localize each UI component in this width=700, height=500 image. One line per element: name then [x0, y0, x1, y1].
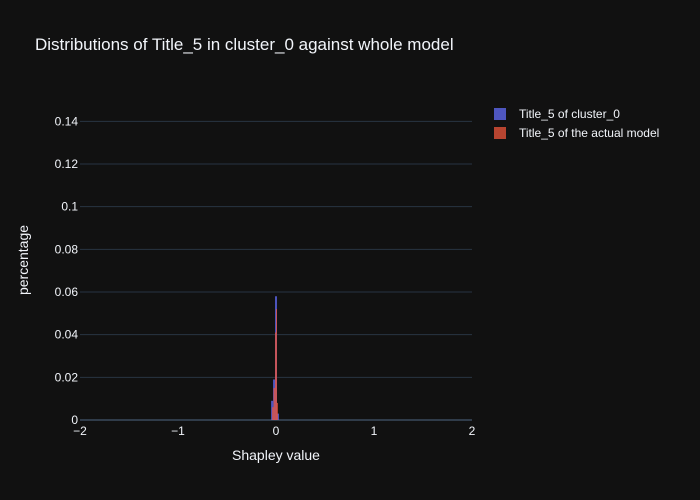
legend-label: Title_5 of cluster_0 [519, 107, 620, 121]
y-tick-label: 0.12 [55, 157, 79, 171]
y-tick-label: 0.14 [55, 114, 79, 128]
bar-model [276, 402, 278, 420]
y-tick-label: 0.08 [55, 242, 79, 256]
y-tick-label: 0.04 [55, 328, 79, 342]
y-tick-label: 0.1 [61, 200, 78, 214]
chart-title: Distributions of Title_5 in cluster_0 ag… [35, 35, 454, 54]
x-tick-label: −2 [73, 424, 87, 438]
bar-model [275, 332, 277, 420]
y-axis-title: percentage [15, 225, 31, 295]
legend-label: Title_5 of the actual model [519, 126, 659, 140]
axes: 0 0.02 0.04 0.06 0.08 0.1 0.12 0.14 −2 −1 0 1 2 [55, 114, 476, 438]
y-tick-label: 0.02 [55, 370, 79, 384]
bars [271, 296, 279, 420]
grid [80, 120, 472, 421]
bar-cluster [276, 413, 279, 420]
x-tick-label: −1 [171, 424, 185, 438]
x-tick-label: 2 [469, 424, 476, 438]
x-tick-label: 1 [371, 424, 378, 438]
bar-model [272, 407, 274, 420]
y-tick-label: 0 [71, 413, 78, 427]
x-axis-title: Shapley value [232, 447, 320, 463]
legend[interactable]: Title_5 of cluster_0 Title_5 of the actua… [494, 107, 659, 140]
legend-swatch [494, 108, 506, 120]
legend-item[interactable]: Title_5 of cluster_0 [494, 107, 620, 121]
x-tick-label: 0 [273, 424, 280, 438]
bar-model [276, 309, 277, 420]
bar-model [273, 388, 276, 420]
y-tick-label: 0.06 [55, 285, 79, 299]
legend-item[interactable]: Title_5 of the actual model [494, 126, 659, 140]
legend-swatch [494, 127, 506, 139]
